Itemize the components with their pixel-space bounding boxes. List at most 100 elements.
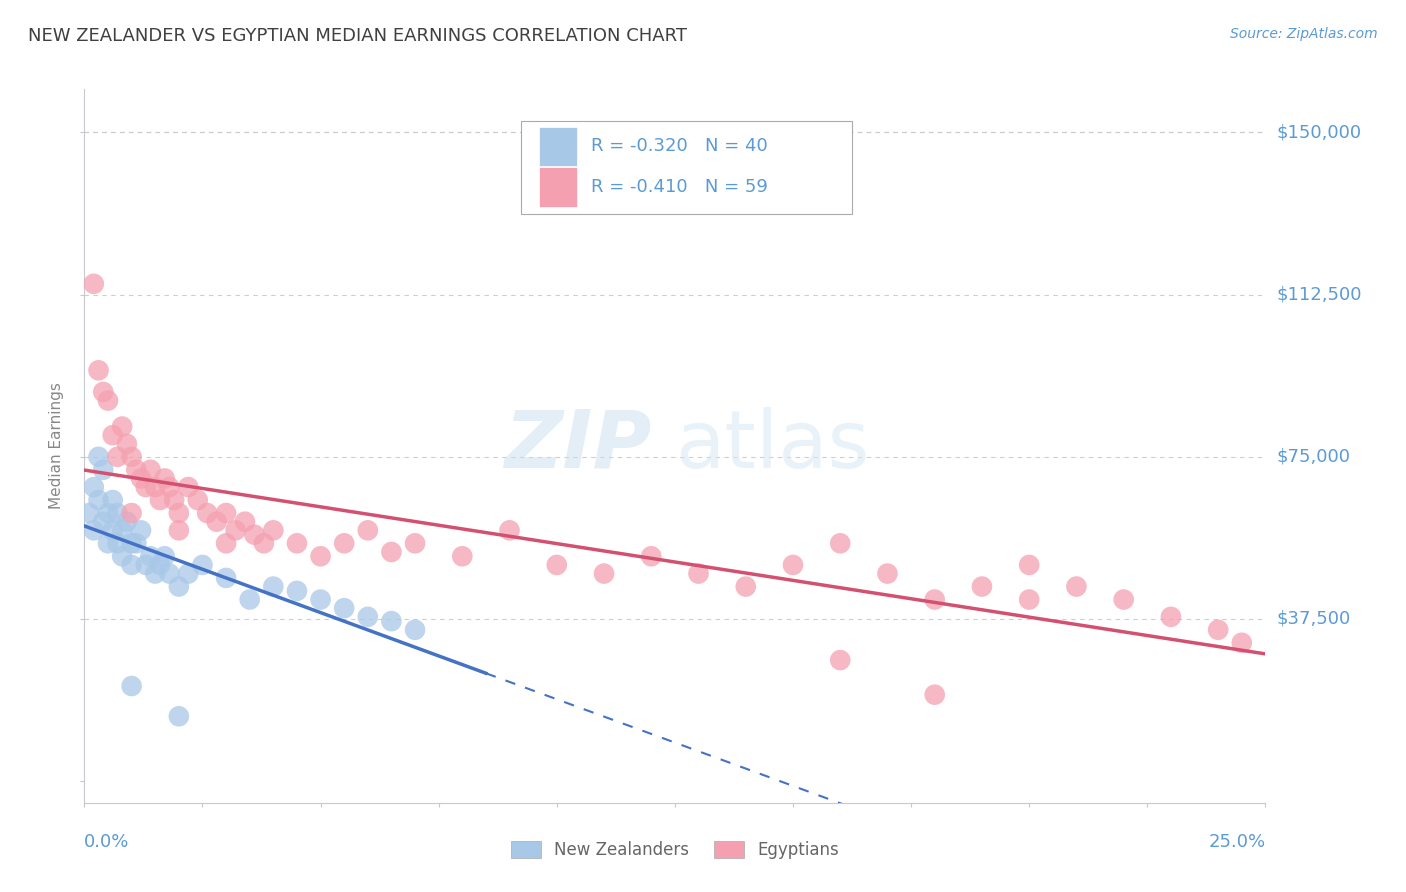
Point [115,515,138,529]
Point [153,471,176,485]
Text: R = -0.320   N = 40: R = -0.320 N = 40 [591,137,768,155]
Point [1018,592,1040,607]
Point [97,536,120,550]
Point [333,601,356,615]
Point [83,480,105,494]
Point [215,571,238,585]
Point [239,592,262,607]
Point [143,566,166,581]
Point [215,506,238,520]
Text: 0.0%: 0.0% [84,833,129,851]
Point [139,549,162,564]
Point [498,524,520,538]
Point [107,450,129,464]
Point [101,493,124,508]
Bar [538,168,576,207]
Point [149,558,172,572]
Text: 25.0%: 25.0% [1208,833,1265,851]
Point [101,428,124,442]
Legend: New Zealanders, Egyptians: New Zealanders, Egyptians [503,834,846,866]
Point [153,549,176,564]
Point [225,524,247,538]
Point [107,506,129,520]
Point [191,558,214,572]
Point [167,524,190,538]
Point [163,493,186,508]
Point [285,583,308,598]
Point [830,653,852,667]
Point [125,463,148,477]
Point [129,471,152,485]
Point [253,536,276,550]
Point [451,549,474,564]
Point [91,515,114,529]
Point [1018,558,1040,572]
Point [380,545,402,559]
Point [215,536,238,550]
Point [830,536,852,550]
Point [195,506,218,520]
Point [1206,623,1229,637]
Point [924,688,946,702]
Point [167,506,190,520]
Point [404,623,426,637]
Point [87,450,110,464]
Y-axis label: Median Earnings: Median Earnings [49,383,65,509]
Point [115,437,138,451]
Point [546,558,568,572]
Point [135,558,157,572]
Point [135,480,157,494]
Point [924,592,946,607]
Text: ZIP: ZIP [503,407,651,485]
Point [125,536,148,550]
Text: $150,000: $150,000 [1277,123,1361,142]
Point [333,536,356,550]
Point [121,679,143,693]
Point [177,480,200,494]
Point [593,566,616,581]
Point [380,614,402,628]
Text: NEW ZEALANDER VS EGYPTIAN MEDIAN EARNINGS CORRELATION CHART: NEW ZEALANDER VS EGYPTIAN MEDIAN EARNING… [28,27,688,45]
Point [233,515,256,529]
Point [87,493,110,508]
Point [139,463,162,477]
Point [1066,580,1088,594]
Point [157,480,180,494]
Point [77,506,100,520]
Text: $75,000: $75,000 [1277,448,1351,466]
Point [1160,610,1182,624]
Point [149,493,172,508]
Point [167,709,190,723]
Point [111,549,134,564]
Point [143,480,166,494]
Point [107,536,129,550]
Point [111,524,134,538]
Point [157,566,180,581]
Point [309,549,332,564]
Point [121,506,143,520]
Point [111,419,134,434]
Text: atlas: atlas [675,407,869,485]
Point [404,536,426,550]
Point [167,580,190,594]
Point [129,524,152,538]
Point [357,524,380,538]
Point [970,580,993,594]
Point [87,363,110,377]
Point [309,592,332,607]
Point [121,558,143,572]
Point [1112,592,1135,607]
Point [262,524,284,538]
Point [876,566,898,581]
FancyBboxPatch shape [522,121,852,214]
Point [121,450,143,464]
Point [262,580,284,594]
Text: $112,500: $112,500 [1277,285,1362,303]
Text: Source: ZipAtlas.com: Source: ZipAtlas.com [1230,27,1378,41]
Point [101,524,124,538]
Point [121,536,143,550]
Point [640,549,662,564]
Point [91,463,114,477]
Point [243,527,266,541]
Point [205,515,228,529]
